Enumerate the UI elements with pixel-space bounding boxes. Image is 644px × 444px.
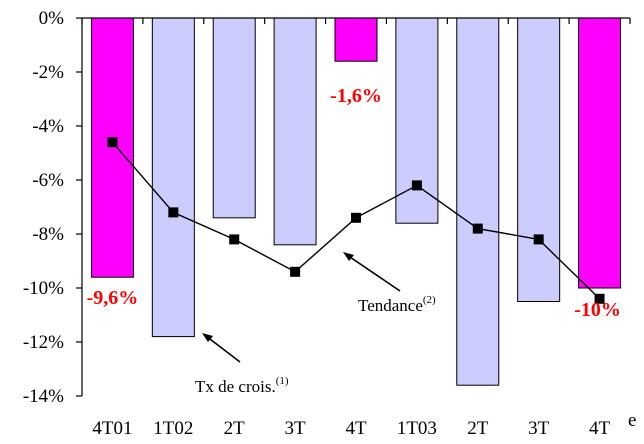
y-tick-label: -8% <box>32 224 64 245</box>
x-category-label: 2T <box>224 418 246 439</box>
trend-point-6 <box>472 223 483 234</box>
trend-point-4 <box>351 212 361 223</box>
trend-arrowhead <box>343 252 354 261</box>
data-label-8: -10% <box>574 299 621 321</box>
bar-2 <box>212 17 256 219</box>
y-tick-label: -14% <box>23 386 64 407</box>
trend-point-8 <box>594 293 605 304</box>
trend-arrow <box>346 254 401 292</box>
bar-7 <box>517 17 561 302</box>
growth-arrowhead <box>202 333 213 342</box>
y-tick-label: -10% <box>23 278 64 299</box>
trend-point-2 <box>229 234 240 245</box>
data-labels-layer: -9,6% -1,6% -10% <box>87 85 621 321</box>
annotations-layer: Tendance(2) Tx de crois.(1) <box>195 252 436 396</box>
x-axis-suffix: e <box>628 410 636 431</box>
y-tick-label: -4% <box>32 116 64 137</box>
bar-5 <box>395 17 439 224</box>
y-tick-label: -6% <box>32 170 64 191</box>
growth-annotation-sup: (1) <box>276 375 289 387</box>
axes-layer <box>81 17 630 396</box>
x-category-label: 3T <box>528 418 550 439</box>
trend-annotation: Tendance(2) <box>358 294 436 315</box>
trend-point-3 <box>290 266 301 277</box>
y-tick-label: -12% <box>23 332 64 353</box>
data-label-4: -1,6% <box>330 85 382 107</box>
growth-annotation-text: Tx de crois. <box>195 377 276 396</box>
trend-point-5 <box>411 180 422 191</box>
trend-point-1 <box>168 207 179 218</box>
x-category-label: 1T02 <box>153 418 193 439</box>
x-category-label: 4T01 <box>92 418 132 439</box>
trend-layer <box>107 137 605 304</box>
x-category-label: 3T <box>285 418 307 439</box>
trend-point-7 <box>533 234 544 245</box>
bar-8 <box>578 17 622 289</box>
trend-point-0 <box>107 137 118 148</box>
bar-4 <box>334 17 378 62</box>
x-categories-layer: 4T01 1T02 2T 3T 4T 1T03 2T 3T 4T e <box>81 18 636 439</box>
bar-0 <box>90 17 134 278</box>
data-label-0: -9,6% <box>87 287 139 309</box>
bar-6 <box>456 17 500 386</box>
growth-annotation: Tx de crois.(1) <box>195 375 289 396</box>
trend-annotation-sup: (2) <box>423 294 436 306</box>
bars-layer <box>90 17 622 386</box>
y-tick-label: -2% <box>32 62 64 83</box>
bar-3 <box>273 17 317 246</box>
y-ticks-layer: 0% -2% -4% -6% -8% -10% -12% -14% <box>23 8 82 407</box>
y-tick-label: 0% <box>39 8 65 29</box>
x-category-label: 4T <box>345 418 367 439</box>
x-category-label: 1T03 <box>397 418 437 439</box>
trend-annotation-text: Tendance <box>358 296 423 315</box>
x-category-label: 4T <box>589 418 611 439</box>
growth-arrow <box>205 335 241 363</box>
bar-1 <box>151 17 195 338</box>
x-category-label: 2T <box>467 418 489 439</box>
